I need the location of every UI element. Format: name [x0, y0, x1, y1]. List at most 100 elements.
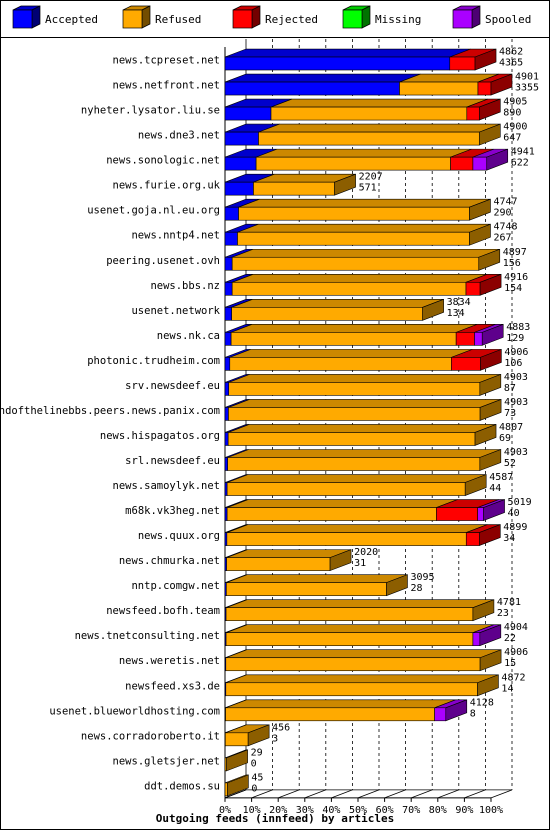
legend-swatch [232, 9, 253, 29]
bar-offered-label: 4747 [493, 197, 517, 208]
bar-accepted-label: 8 [470, 708, 476, 719]
bar-end-face [477, 674, 499, 697]
y-axis-label: news.hispagatos.org [100, 430, 220, 442]
bar-offered-label: 4916 [504, 272, 528, 283]
legend-label: Spooled [485, 13, 531, 26]
bar-segment-refused [225, 599, 495, 621]
bar-accepted-label: 3355 [515, 83, 539, 94]
bar-segment-rejected [465, 524, 501, 546]
bar-accepted-label: 14 [501, 683, 513, 694]
bar-row: 450 [224, 772, 263, 797]
bar-offered-label: 4862 [499, 47, 523, 58]
bar-end-face [464, 474, 487, 496]
bar-end-face [472, 599, 495, 622]
x-tick-label: 90% [455, 805, 473, 816]
bar-end-face [478, 98, 501, 121]
bar-accepted-label: 156 [503, 258, 521, 269]
bar-offered-label: 2207 [359, 172, 383, 183]
y-axis-label: m68k.vk3heg.net [125, 505, 220, 517]
y-axis-label: news.tnetconsulting.net [75, 630, 220, 642]
bar-segment-rejected [450, 148, 495, 171]
legend-item-spooled: Spooled [452, 5, 531, 29]
bar-accepted-label: 129 [506, 333, 524, 344]
bar-segment-refused [230, 324, 478, 346]
bar-offered-label: 4901 [515, 72, 539, 83]
bar-accepted-label: 15 [504, 658, 516, 669]
bar-accepted-label: 890 [503, 108, 521, 119]
bar-segment-rejected [466, 98, 501, 121]
y-axis-label: news.gletsjer.net [113, 755, 220, 767]
bar-segment-refused [226, 574, 408, 596]
y-axis-label: news.weretis.net [119, 655, 220, 667]
bar-segment-refused [226, 524, 488, 546]
bar-segment-rejected [449, 48, 497, 71]
x-tick-label: 70% [402, 805, 420, 816]
bar-segment-refused [231, 299, 444, 321]
bar-accepted-label: 134 [447, 308, 465, 319]
legend-item-refused: Refused [122, 5, 201, 29]
y-axis-label: srv.newsdeef.eu [125, 380, 220, 392]
bar-offered-label: 4900 [503, 122, 527, 133]
legend-label: Refused [155, 13, 201, 26]
bar-offered-label: 4883 [506, 322, 530, 333]
bar-end-face [386, 574, 408, 597]
bar-segment-refused [225, 649, 502, 672]
y-axis-label: usenet.goja.nl.eu.org [87, 205, 220, 217]
y-axis-label: news.nntp4.net [131, 230, 220, 242]
bar-offered-label: 4903 [504, 447, 528, 458]
y-axis-label: photonic.trudheim.com [87, 355, 220, 367]
y-axis-label: usenet.network [131, 305, 220, 317]
bar-offered-label: 4872 [501, 672, 525, 683]
bar-segment-refused [225, 699, 456, 722]
bar-end-face [478, 524, 501, 547]
bar-segment-refused [225, 674, 499, 697]
bar-accepted-label: 34 [503, 533, 515, 544]
bar-accepted-label: 28 [410, 583, 422, 594]
y-axis-label: nyheter.lysator.liu.se [81, 105, 220, 117]
y-axis-label: srl.newsdeef.eu [125, 455, 220, 467]
bar-offered-label: 2020 [354, 547, 378, 558]
bar-end-face [479, 649, 502, 672]
y-axis-label: ddt.demos.su [144, 780, 220, 792]
bar-segment-refused [227, 449, 501, 471]
y-axis-label: news.chmurka.net [119, 555, 220, 567]
bar-accepted-label: 4365 [499, 58, 523, 69]
bar-segment-refused [399, 73, 500, 96]
bar-offered-label: 4941 [511, 147, 535, 158]
bar-end-face [483, 499, 505, 521]
bar-segment-refused [228, 399, 502, 421]
bar-end-face [474, 48, 497, 71]
bar-segment-refused [238, 198, 491, 221]
bar-accepted-label: 571 [359, 183, 377, 194]
x-tick-label: 30% [296, 805, 314, 816]
bar-segment-refused [270, 98, 488, 121]
y-axis-label: nntp.comgw.net [131, 580, 220, 592]
bar-accepted-label: 622 [511, 158, 529, 169]
bar-end-face [479, 624, 502, 647]
bar-end-face [479, 373, 502, 396]
bar-segment-refused [231, 273, 488, 296]
legend-swatch [122, 9, 143, 29]
bar-offered-label: 4587 [489, 472, 513, 483]
bar-row: 290 [224, 747, 263, 772]
bar-accepted-label: 290 [493, 208, 511, 219]
bar-segment-accepted [224, 98, 293, 121]
bar-accepted-label: 52 [504, 458, 516, 469]
x-axis-title: Outgoing feeds (innfeed) by articles [156, 812, 394, 825]
bar-segment-accepted [224, 48, 471, 71]
bar-offered-label: 4748 [493, 222, 517, 233]
